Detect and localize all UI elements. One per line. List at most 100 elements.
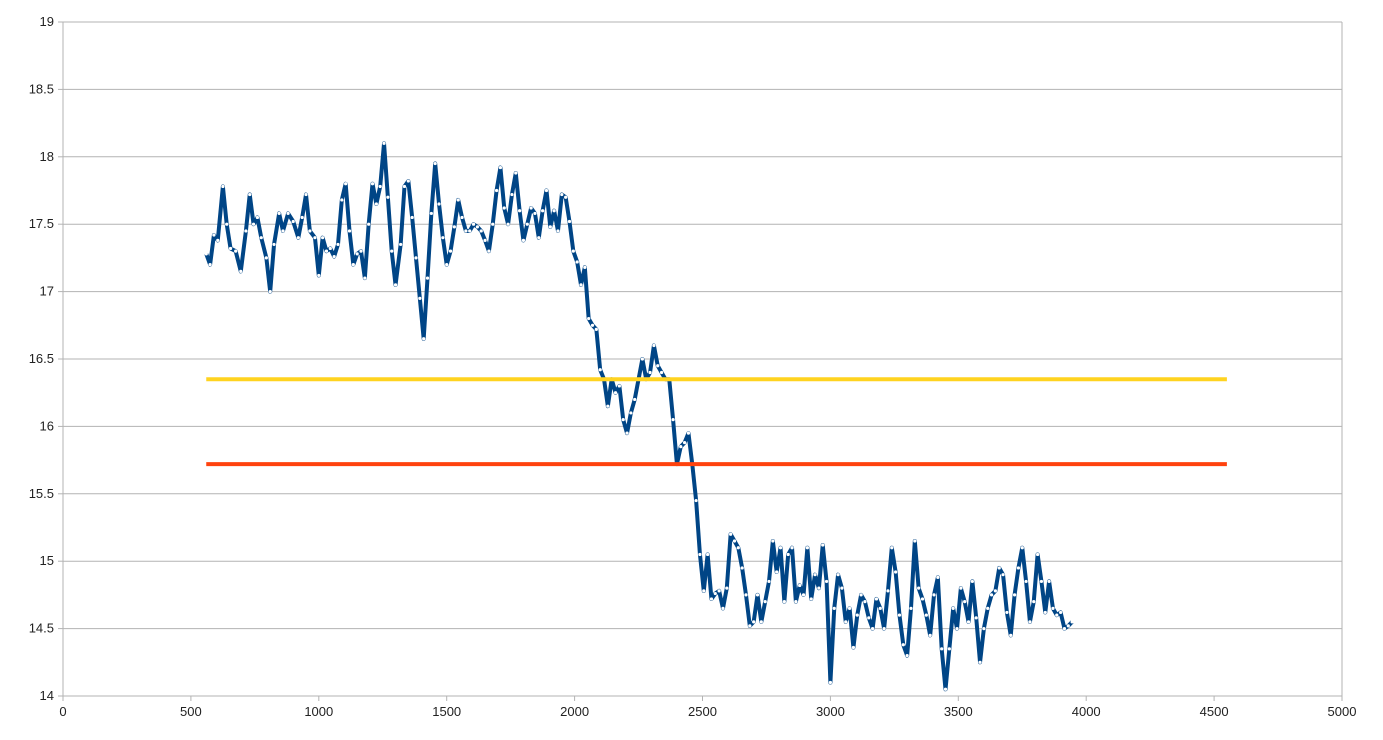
y-tick-label: 17.5 <box>29 216 54 231</box>
data-point <box>225 222 229 226</box>
data-point <box>656 364 660 368</box>
data-point <box>997 566 1001 570</box>
data-point <box>801 593 806 597</box>
data-point <box>370 182 375 186</box>
data-point <box>433 161 437 166</box>
data-point <box>344 182 348 186</box>
x-tick-label: 1500 <box>432 704 461 719</box>
data-point <box>920 597 925 601</box>
data-point <box>821 543 825 547</box>
data-point <box>874 597 879 601</box>
series-line-main <box>204 141 1074 692</box>
data-point <box>471 222 476 226</box>
data-point <box>583 265 587 269</box>
data-point <box>552 209 556 213</box>
data-point <box>406 179 410 183</box>
data-point <box>947 647 951 651</box>
data-point <box>844 620 848 624</box>
data-point <box>679 445 683 449</box>
data-point <box>867 616 871 620</box>
data-point <box>281 229 285 233</box>
data-point <box>652 343 656 348</box>
data-point <box>308 229 312 233</box>
data-point <box>425 276 430 280</box>
data-point <box>464 229 468 233</box>
data-point <box>521 238 526 242</box>
data-point <box>963 600 967 604</box>
data-point <box>359 249 363 253</box>
data-point <box>894 570 898 574</box>
data-point <box>579 283 583 287</box>
data-point <box>1043 610 1047 615</box>
data-point <box>694 498 698 503</box>
data-point <box>706 552 710 557</box>
data-point <box>351 263 355 267</box>
data-point <box>951 606 955 610</box>
x-tick-label: 4500 <box>1200 704 1229 719</box>
data-point <box>494 188 499 193</box>
data-point <box>487 249 491 253</box>
data-point <box>255 215 260 220</box>
data-point <box>1028 620 1032 624</box>
data-point <box>732 539 737 543</box>
data-point <box>993 589 997 593</box>
data-point <box>924 613 928 617</box>
data-point <box>300 215 304 220</box>
data-point <box>871 627 875 631</box>
data-point <box>855 613 859 617</box>
x-tick-label: 5000 <box>1328 704 1357 719</box>
data-point <box>1036 552 1040 557</box>
data-point <box>847 606 852 610</box>
data-point <box>575 260 579 264</box>
y-tick-label: 18 <box>40 149 54 164</box>
data-point <box>713 591 717 596</box>
data-point <box>216 238 220 242</box>
data-point <box>587 316 591 321</box>
data-point <box>268 290 272 294</box>
data-point <box>824 579 829 584</box>
data-point <box>828 680 833 685</box>
data-point <box>1047 579 1051 584</box>
data-point <box>456 198 460 202</box>
data-point <box>234 249 238 253</box>
data-point <box>571 249 575 253</box>
x-axis-tick-labels: 0 500 1000 1500 2000 2500 3000 3500 4000 4500 5000 <box>59 704 1356 719</box>
data-point <box>468 229 472 233</box>
data-point <box>840 586 844 590</box>
data-point <box>296 236 300 240</box>
data-point <box>836 573 840 577</box>
data-point <box>336 242 340 247</box>
data-point <box>729 532 733 536</box>
data-point <box>483 238 487 242</box>
data-point <box>460 215 464 220</box>
data-point <box>556 229 560 233</box>
data-point <box>955 627 959 631</box>
data-point <box>740 566 744 570</box>
data-point <box>1062 627 1067 631</box>
y-tick-label: 15.5 <box>29 486 54 501</box>
data-point <box>943 687 948 691</box>
data-point <box>940 647 944 651</box>
data-point <box>936 575 940 579</box>
data-point <box>1066 624 1070 628</box>
data-point <box>422 337 426 341</box>
data-point <box>989 593 994 597</box>
data-point <box>277 211 281 216</box>
data-point <box>748 624 752 628</box>
data-point <box>259 236 263 240</box>
data-point <box>698 552 702 557</box>
data-point <box>594 327 598 331</box>
data-point <box>479 229 483 233</box>
data-point <box>544 188 549 193</box>
data-point <box>859 593 863 597</box>
data-point <box>518 209 522 213</box>
data-point <box>682 440 687 445</box>
data-point <box>228 246 233 251</box>
data-point <box>244 229 248 233</box>
data-point <box>886 589 890 593</box>
data-point <box>304 192 308 197</box>
data-point <box>399 242 403 247</box>
data-point <box>633 397 637 402</box>
data-point <box>890 546 894 550</box>
data-point <box>982 627 986 631</box>
